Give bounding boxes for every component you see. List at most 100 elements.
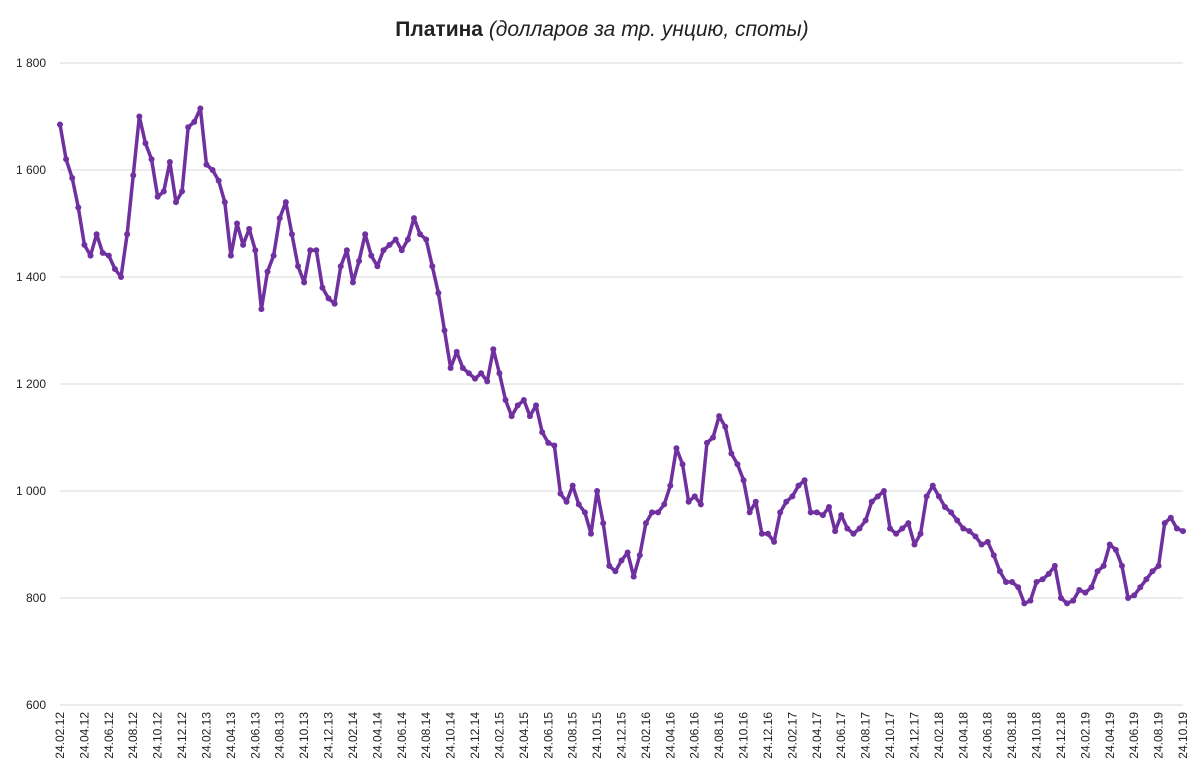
point bbox=[386, 241, 393, 248]
point bbox=[429, 263, 436, 270]
x-tick-label: 24.12.16 bbox=[761, 712, 775, 759]
point bbox=[1064, 600, 1071, 607]
point bbox=[575, 501, 582, 508]
point bbox=[227, 252, 234, 259]
point bbox=[1045, 570, 1052, 577]
point bbox=[288, 231, 295, 238]
point bbox=[179, 188, 186, 195]
point bbox=[465, 370, 472, 377]
x-tick-label: 24.10.12 bbox=[151, 712, 165, 759]
point bbox=[1161, 520, 1168, 527]
x-tick-label: 24.02.19 bbox=[1078, 712, 1092, 759]
point bbox=[282, 199, 289, 206]
point bbox=[740, 477, 747, 484]
x-tick-label: 24.08.18 bbox=[1005, 712, 1019, 759]
x-tick-label: 24.10.17 bbox=[883, 712, 897, 759]
point bbox=[252, 247, 259, 254]
point bbox=[618, 557, 625, 564]
point bbox=[905, 520, 912, 527]
point bbox=[1003, 578, 1010, 585]
point bbox=[752, 498, 759, 505]
point bbox=[221, 199, 228, 206]
point bbox=[679, 461, 686, 468]
x-tick-label: 24.12.15 bbox=[615, 712, 629, 759]
point bbox=[990, 552, 997, 559]
x-tick-label: 24.10.16 bbox=[737, 712, 751, 759]
x-tick-label: 24.02.13 bbox=[199, 712, 213, 759]
point bbox=[398, 247, 405, 254]
point bbox=[557, 490, 564, 497]
point bbox=[667, 482, 674, 489]
point bbox=[380, 247, 387, 254]
point bbox=[948, 509, 955, 516]
price-line bbox=[58, 106, 1184, 606]
point bbox=[649, 509, 656, 516]
point bbox=[142, 140, 149, 147]
point bbox=[1131, 592, 1138, 599]
point bbox=[93, 231, 100, 238]
point bbox=[1051, 562, 1058, 569]
point bbox=[868, 498, 875, 505]
point bbox=[191, 118, 198, 125]
point bbox=[697, 501, 704, 508]
point bbox=[343, 247, 350, 254]
point bbox=[118, 274, 125, 280]
point bbox=[295, 263, 302, 270]
point bbox=[832, 528, 839, 535]
x-tick-label: 24.04.19 bbox=[1103, 712, 1117, 759]
point bbox=[337, 263, 344, 270]
chart-subtitle: (долларов за тр. унцию, споты) bbox=[489, 18, 809, 41]
point bbox=[209, 167, 216, 173]
point bbox=[710, 434, 717, 441]
point bbox=[441, 327, 448, 334]
point bbox=[819, 512, 826, 519]
x-tick-label: 24.10.13 bbox=[297, 712, 311, 759]
y-tick-label: 1 600 bbox=[16, 163, 46, 177]
point bbox=[423, 236, 430, 243]
point bbox=[526, 413, 533, 420]
point bbox=[533, 402, 540, 409]
point bbox=[887, 525, 894, 532]
point bbox=[856, 525, 863, 532]
point bbox=[264, 268, 271, 275]
y-tick-label: 1 200 bbox=[16, 377, 46, 391]
x-tick-label: 24.06.18 bbox=[981, 712, 995, 759]
point bbox=[57, 121, 63, 128]
y-tick-label: 800 bbox=[26, 591, 46, 605]
point bbox=[813, 509, 820, 516]
point bbox=[941, 504, 948, 511]
point bbox=[417, 231, 424, 238]
point bbox=[996, 568, 1003, 575]
point bbox=[313, 247, 320, 254]
point bbox=[862, 517, 869, 524]
point bbox=[1076, 586, 1083, 593]
point bbox=[478, 370, 485, 377]
point bbox=[587, 530, 594, 537]
point bbox=[1167, 514, 1174, 521]
point bbox=[124, 231, 131, 238]
point bbox=[240, 241, 247, 248]
point bbox=[1149, 568, 1156, 575]
point bbox=[185, 124, 192, 131]
point bbox=[1021, 600, 1028, 607]
point bbox=[160, 188, 167, 195]
point bbox=[1057, 595, 1064, 601]
x-tick-label: 24.02.12 bbox=[53, 712, 67, 759]
x-tick-label: 24.02.14 bbox=[346, 712, 360, 759]
point bbox=[276, 215, 283, 222]
point bbox=[246, 225, 253, 232]
point bbox=[972, 533, 979, 540]
x-tick-label: 24.08.14 bbox=[419, 712, 433, 759]
point bbox=[551, 442, 558, 449]
point bbox=[1039, 576, 1046, 583]
point bbox=[319, 284, 326, 291]
y-tick-label: 600 bbox=[26, 698, 46, 712]
point bbox=[1118, 562, 1125, 569]
x-tick-label: 24.08.12 bbox=[126, 712, 140, 759]
point bbox=[130, 172, 137, 179]
point bbox=[459, 364, 466, 371]
x-tick-label: 24.08.19 bbox=[1152, 712, 1166, 759]
point bbox=[807, 509, 814, 516]
x-tick-label: 24.12.12 bbox=[175, 712, 189, 759]
point bbox=[520, 397, 527, 404]
